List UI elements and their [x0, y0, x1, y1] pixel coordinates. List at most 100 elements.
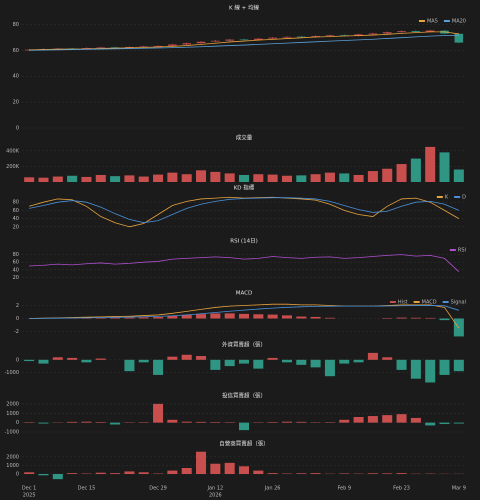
bar: [310, 316, 321, 319]
legend-swatch: [418, 20, 425, 22]
y-tick-label: 2000: [6, 401, 19, 407]
bar: [382, 317, 393, 319]
bar: [167, 470, 178, 474]
bar: [81, 176, 92, 182]
bar: [382, 473, 393, 474]
bar: [181, 468, 192, 474]
bar: [67, 357, 78, 360]
bar: [138, 176, 149, 182]
bar: [453, 318, 464, 337]
bar: [439, 152, 450, 182]
bar: [38, 474, 49, 476]
panel-title: MACD: [236, 291, 253, 297]
bar: [281, 359, 292, 363]
y-tick-label: 20: [13, 100, 19, 106]
candle-body: [411, 31, 421, 32]
candle-body: [168, 44, 177, 46]
bar: [52, 357, 63, 360]
series-line: [29, 196, 460, 228]
bar: [367, 416, 378, 423]
candle-body: [382, 32, 392, 34]
legend-label: Hist: [398, 300, 408, 306]
bar: [410, 158, 421, 182]
bar: [324, 172, 335, 182]
panel-title: 自營商買賣超（張）: [219, 440, 269, 448]
candle-body: [454, 33, 464, 43]
legend-swatch: [413, 301, 420, 303]
bar: [353, 417, 364, 423]
bar: [196, 451, 207, 474]
bar: [181, 421, 192, 423]
bar: [410, 359, 421, 379]
bar: [52, 176, 63, 182]
bar: [396, 473, 407, 474]
bar: [224, 313, 235, 319]
bar: [296, 316, 307, 319]
bar: [281, 175, 292, 182]
x-tick-label: Dec 29: [149, 486, 167, 492]
bar: [310, 473, 321, 474]
y-tick-label: 400K: [6, 148, 20, 154]
x-tick-label: Mar 9: [452, 486, 466, 492]
bar: [296, 473, 307, 474]
bar: [81, 421, 92, 423]
bar: [324, 317, 335, 319]
bar: [196, 421, 207, 423]
x-tick-label: Dec 1: [22, 486, 36, 492]
bar: [95, 472, 106, 474]
y-tick-label: -2: [14, 329, 19, 335]
bar: [24, 472, 35, 474]
panel-title: K 線 + 均線: [229, 4, 259, 12]
legend-swatch: [436, 196, 443, 198]
candle-body: [125, 46, 134, 48]
series-line: [29, 254, 460, 272]
x-tick-label: Dec 15: [78, 486, 96, 492]
bar: [95, 358, 106, 360]
x-tick-label: Feb 23: [393, 486, 410, 492]
bar: [95, 422, 106, 423]
bar: [410, 317, 421, 319]
candle-body: [339, 35, 349, 36]
bar: [153, 317, 164, 319]
bar: [367, 352, 378, 360]
bar: [238, 313, 250, 319]
bar: [238, 422, 250, 431]
bar: [267, 473, 278, 474]
legend-label: D: [462, 195, 466, 201]
y-tick-label: 40: [13, 216, 19, 222]
legend-label: MA5: [427, 19, 438, 25]
y-tick-label: 40: [13, 74, 19, 80]
legend-swatch: [442, 301, 449, 303]
bar: [339, 359, 350, 364]
bar: [38, 177, 49, 182]
candle-body: [368, 33, 378, 35]
bar: [453, 169, 464, 182]
y-tick-label: 0: [16, 420, 19, 426]
series-line: [29, 31, 459, 51]
y-tick-label: 200K: [6, 164, 20, 170]
bar: [210, 313, 221, 319]
bar: [425, 317, 436, 319]
legend-swatch: [389, 301, 396, 303]
series-line: [29, 303, 460, 329]
bar: [238, 466, 250, 474]
bar: [95, 317, 106, 319]
bar: [210, 359, 221, 370]
legend-label: Signal: [451, 300, 466, 306]
y-tick-label: 0: [16, 357, 19, 363]
bar: [124, 317, 135, 319]
candle-body: [211, 40, 220, 42]
bar: [167, 172, 178, 182]
bar: [439, 359, 450, 375]
legend-swatch: [454, 196, 461, 198]
bar: [210, 171, 221, 182]
bar: [38, 422, 49, 424]
candle-body: [268, 37, 277, 39]
candle-body: [296, 36, 306, 38]
bar: [138, 472, 149, 474]
bar: [153, 174, 164, 182]
bar: [153, 403, 164, 423]
bar: [353, 359, 364, 363]
y-tick-label: 1000: [6, 463, 19, 469]
